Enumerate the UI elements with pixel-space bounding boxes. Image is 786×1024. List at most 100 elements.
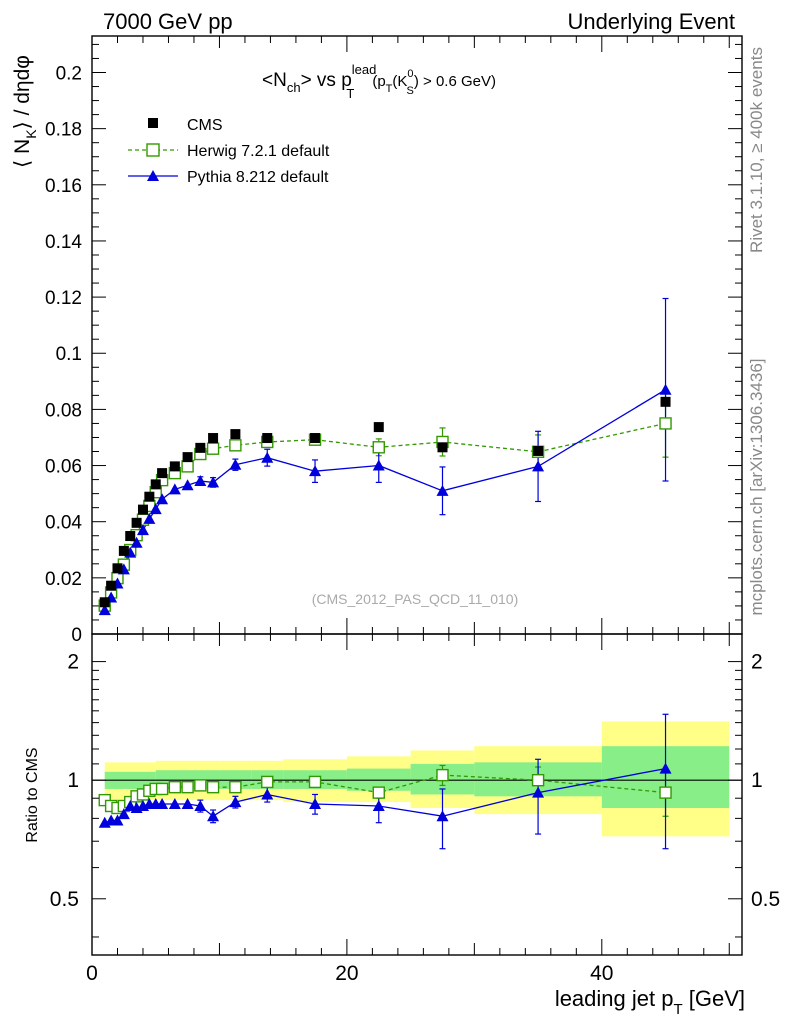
cms-point: [144, 491, 155, 502]
ratio-pythia-point: [156, 798, 169, 810]
ratio-y-tick-label-right: 0.5: [751, 888, 780, 911]
legend-entry-pythia: Pythia 8.212 default: [128, 169, 329, 186]
cms-point: [533, 445, 544, 456]
ratio-pythia-point: [194, 799, 207, 811]
pythia-point: [136, 524, 149, 536]
pythia-point: [98, 604, 111, 616]
cms-point: [99, 597, 110, 608]
cms-point: [373, 422, 384, 433]
cms-point: [150, 479, 161, 490]
ratio-y-tick-label: 1: [67, 769, 79, 792]
pythia-point: [194, 474, 207, 486]
main-panel: 00.020.040.060.080.10.120.140.160.180.2 …: [11, 35, 743, 646]
header-right: Underlying Event: [567, 9, 735, 34]
cms-point: [106, 580, 117, 591]
ratio-panel: 0.5 0.5 1 1 2 2 0 20 40 Ratio to CMS leading je…: [24, 633, 780, 1018]
ratio-bands: [104, 721, 730, 837]
ratio-pythia-point: [532, 786, 545, 798]
x-axis-label: leading jet pT [GeV]: [555, 986, 745, 1018]
herwig-point: [372, 441, 385, 454]
ratio-herwig-point: [206, 780, 220, 794]
ratio-pythia-point: [111, 814, 124, 826]
ratio-ticks: [91, 634, 742, 955]
main-series: [98, 297, 672, 616]
ratio-herwig-point: [372, 786, 385, 799]
pythia-point: [659, 383, 672, 395]
ratio-herwig-point: [181, 780, 194, 794]
main-y-tick-label: 0.14: [45, 232, 82, 253]
pythia-point: [181, 479, 194, 491]
ratio-pythia-point: [372, 799, 385, 811]
main-y-tick-label: 0.2: [56, 63, 82, 84]
chart-title: <Nch> vs plead T(pT(K0 S) > 0.6 GeV): [262, 62, 496, 101]
ratio-y-tick-label-right: 2: [751, 651, 763, 674]
legend-marker-herwig: [146, 143, 160, 157]
x-tick-label: 0: [86, 962, 98, 985]
ratio-pythia-point: [261, 788, 274, 800]
main-ticks: [91, 36, 742, 635]
pythia-point: [532, 460, 545, 472]
cms-point: [157, 468, 168, 479]
legend: CMS Herwig 7.2.1 default Pythia 8.212 de…: [128, 117, 330, 186]
legend-label-herwig: Herwig 7.2.1 default: [187, 143, 330, 160]
pythia-point: [436, 484, 449, 496]
header-left: 7000 GeV pp: [103, 9, 233, 34]
ratio-y-tick-label-right: 1: [751, 769, 763, 792]
herwig-point: [229, 439, 242, 452]
cms-point: [262, 433, 273, 444]
ratio-y-tick-label: 0.5: [50, 888, 79, 911]
main-y-tick-label: 0.08: [45, 400, 82, 421]
x-tick-label: 40: [590, 962, 613, 985]
ratio-herwig-point: [659, 786, 672, 799]
legend-marker-cms: [148, 118, 158, 128]
ratio-frame: [91, 633, 743, 956]
legend-marker-pythia: [147, 170, 159, 181]
cms-point: [195, 442, 206, 453]
ratio-herwig-point: [229, 780, 242, 794]
main-y-axis-label: ⟨ NK⟩ / dηdφ: [11, 55, 39, 168]
cms-point: [230, 429, 241, 440]
ratio-herwig-point: [168, 780, 182, 794]
rivet-label: Rivet 3.1.10, ≥ 400k events: [747, 47, 766, 253]
cms-point: [125, 531, 136, 542]
legend-entry-herwig: Herwig 7.2.1 default: [128, 143, 330, 160]
herwig-point: [659, 417, 672, 430]
legend-entry-cms: CMS: [148, 117, 223, 134]
herwig-line: [104, 422, 666, 606]
main-y-tick-label: 0.18: [45, 120, 82, 141]
main-y-tick-label: 0.06: [45, 457, 82, 478]
main-y-tick-label: 0: [71, 625, 82, 646]
pythia-point: [143, 512, 156, 524]
pythia-point: [309, 465, 322, 477]
cms-point: [169, 461, 180, 472]
herwig-point: [181, 460, 194, 473]
main-y-tick-label: 0.1: [56, 344, 82, 365]
pythia-point: [130, 536, 143, 548]
pythia-point: [229, 458, 242, 470]
ratio-y-tick-label: 2: [67, 651, 79, 674]
ratio-herwig-point: [155, 782, 169, 796]
ratio-pythia-point: [117, 808, 130, 820]
pythia-point: [207, 476, 220, 488]
cms-point: [131, 517, 142, 528]
legend-label-pythia: Pythia 8.212 default: [187, 169, 329, 186]
pythia-point: [156, 493, 169, 505]
ratio-herwig-point: [261, 775, 274, 789]
main-y-tick-label: 0.04: [45, 513, 82, 534]
main-y-tick-labels: 0 0.02 0.04 0.06 0.08 0.1 0.12 0.14 0.16 0.18 0.2: [45, 63, 82, 646]
main-y-tick-label: 0.02: [45, 569, 82, 590]
main-y-tick-label: 0.12: [45, 288, 82, 309]
cms-point: [310, 433, 321, 444]
cms-point: [118, 545, 129, 556]
ratio-herwig-point: [194, 779, 207, 792]
ratio-pythia-point: [436, 810, 449, 822]
ratio-herwig-point: [308, 775, 322, 789]
main-y-tick-label: 0.16: [45, 176, 82, 197]
pythia-line: [104, 389, 666, 611]
x-tick-labels: 0 20 40: [86, 962, 613, 985]
ratio-herwig-point: [531, 773, 545, 787]
ratio-pythia-point: [659, 762, 672, 774]
ratio-pythia-point: [229, 796, 242, 808]
ratio-series: [98, 713, 672, 850]
